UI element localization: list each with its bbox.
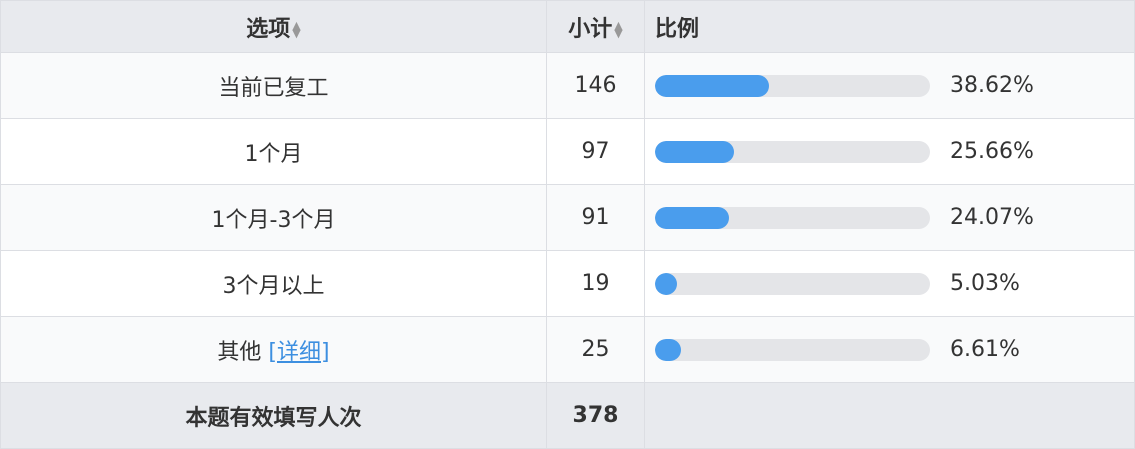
progress-bar xyxy=(655,272,930,295)
option-cell: 1个月 xyxy=(0,118,547,185)
table-header: 选项 ▲ ▼ 小计 ▲ ▼ 比例 xyxy=(0,0,1135,53)
footer-label: 本题有效填写人次 xyxy=(0,382,547,449)
percent-label: 24.07% xyxy=(950,205,1034,231)
option-cell: 1个月-3个月 xyxy=(0,184,547,251)
percent-label: 38.62% xyxy=(950,73,1034,99)
option-cell: 当前已复工 xyxy=(0,52,547,119)
progress-fill xyxy=(655,272,677,295)
percent-label: 5.03% xyxy=(950,271,1020,297)
table-row: 3个月以上 19 5.03% xyxy=(0,250,1135,317)
table-row: 1个月 97 25.66% xyxy=(0,118,1135,185)
table-row: 当前已复工 146 38.62% xyxy=(0,52,1135,119)
ratio-cell: 6.61% xyxy=(644,316,1135,383)
progress-bar xyxy=(655,74,930,97)
header-option[interactable]: 选项 ▲ ▼ xyxy=(0,0,547,53)
count-cell: 91 xyxy=(546,184,645,251)
table-row: 其他 [详细] 25 6.61% xyxy=(0,316,1135,383)
option-cell: 3个月以上 xyxy=(0,250,547,317)
footer-empty xyxy=(644,382,1135,449)
header-count-label: 小计 xyxy=(568,16,613,42)
option-label: 其他 xyxy=(217,339,262,365)
footer-count: 378 xyxy=(546,382,645,449)
header-count[interactable]: 小计 ▲ ▼ xyxy=(546,0,645,53)
progress-bar xyxy=(655,140,930,163)
ratio-cell: 38.62% xyxy=(644,52,1135,119)
progress-fill xyxy=(655,206,730,229)
count-cell: 97 xyxy=(546,118,645,185)
footer-row: 本题有效填写人次 378 xyxy=(0,382,1135,449)
progress-fill xyxy=(655,338,682,361)
percent-label: 25.66% xyxy=(950,139,1034,165)
option-label: 1个月-3个月 xyxy=(211,207,336,233)
count-cell: 19 xyxy=(546,250,645,317)
ratio-cell: 24.07% xyxy=(644,184,1135,251)
option-label: 3个月以上 xyxy=(222,273,325,299)
count-cell: 25 xyxy=(546,316,645,383)
header-option-label: 选项 xyxy=(246,16,291,42)
percent-label: 6.61% xyxy=(950,337,1020,363)
table-row: 1个月-3个月 91 24.07% xyxy=(0,184,1135,251)
progress-bar xyxy=(655,338,930,361)
sort-icon[interactable]: ▲ ▼ xyxy=(292,18,301,40)
ratio-cell: 25.66% xyxy=(644,118,1135,185)
progress-fill xyxy=(655,140,734,163)
count-cell: 146 xyxy=(546,52,645,119)
header-ratio-label: 比例 xyxy=(655,16,700,42)
option-cell: 其他 [详细] xyxy=(0,316,547,383)
detail-link[interactable]: [详细] xyxy=(268,339,330,365)
option-label: 1个月 xyxy=(244,141,303,167)
option-label: 当前已复工 xyxy=(218,75,329,101)
sort-icon[interactable]: ▲ ▼ xyxy=(614,18,623,40)
ratio-cell: 5.03% xyxy=(644,250,1135,317)
progress-bar xyxy=(655,206,930,229)
header-ratio: 比例 xyxy=(644,0,1135,53)
progress-fill xyxy=(655,74,770,97)
